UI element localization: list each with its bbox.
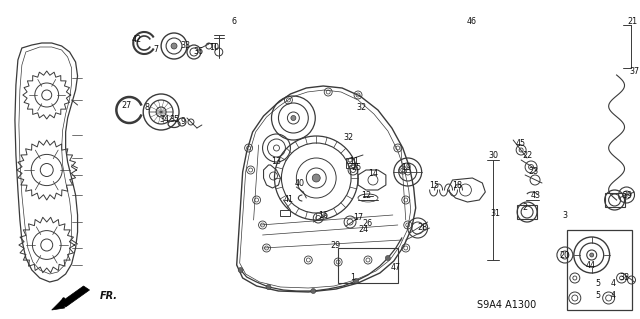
Text: 14: 14 [368, 168, 378, 177]
Text: 26: 26 [362, 219, 372, 228]
Text: 27: 27 [121, 100, 131, 109]
Text: 20: 20 [560, 250, 570, 259]
Text: 24: 24 [358, 226, 368, 234]
Bar [605, 193, 625, 207]
Text: 25: 25 [351, 164, 361, 173]
Text: 10: 10 [209, 43, 219, 53]
Text: 31: 31 [490, 209, 500, 218]
Circle shape [266, 285, 271, 290]
Text: 12: 12 [361, 190, 371, 199]
Text: 6: 6 [231, 18, 236, 26]
Bar [517, 205, 537, 219]
Text: 3: 3 [563, 211, 568, 220]
Text: 33: 33 [180, 41, 190, 50]
Text: 42: 42 [131, 35, 141, 44]
Text: 22: 22 [522, 151, 532, 160]
Text: 4: 4 [611, 292, 616, 300]
Text: 29: 29 [330, 241, 340, 250]
Text: 8: 8 [145, 103, 150, 113]
Circle shape [353, 278, 358, 284]
Text: FR.: FR. [99, 291, 118, 301]
Text: 28: 28 [418, 224, 428, 233]
Text: 23: 23 [528, 167, 538, 176]
Bar [338, 248, 398, 283]
Text: 30: 30 [488, 151, 499, 160]
Text: 35: 35 [169, 115, 179, 124]
Bar [280, 210, 291, 216]
Text: 39: 39 [623, 191, 632, 201]
Text: 15: 15 [429, 181, 440, 189]
Text: 34: 34 [159, 115, 169, 124]
Text: 38: 38 [620, 272, 630, 281]
Circle shape [311, 288, 316, 293]
Text: 36: 36 [194, 48, 204, 56]
Text: 32: 32 [356, 103, 366, 113]
Circle shape [171, 43, 177, 49]
Circle shape [589, 253, 594, 257]
Text: 41: 41 [284, 196, 293, 204]
Bar [346, 163, 354, 168]
Text: 18: 18 [452, 181, 463, 189]
Text: 44: 44 [586, 261, 596, 270]
Text: 5: 5 [595, 279, 600, 288]
Polygon shape [52, 300, 65, 310]
Bar [346, 158, 354, 163]
Text: 9: 9 [180, 117, 186, 127]
Text: 43: 43 [531, 190, 541, 199]
Text: 19: 19 [401, 164, 411, 173]
Circle shape [291, 115, 296, 121]
Text: 5: 5 [595, 292, 600, 300]
Text: 11: 11 [349, 157, 359, 166]
Polygon shape [60, 286, 90, 307]
Text: 7: 7 [154, 46, 159, 55]
Text: 40: 40 [294, 179, 305, 188]
Text: 1: 1 [351, 273, 356, 283]
Text: 4: 4 [611, 279, 616, 288]
Circle shape [385, 256, 390, 261]
Circle shape [238, 268, 243, 272]
Text: 21: 21 [627, 18, 637, 26]
Text: S9A4 A1300: S9A4 A1300 [477, 300, 536, 310]
Bar [567, 230, 632, 310]
Text: 16: 16 [318, 211, 328, 219]
Text: 13: 13 [271, 157, 282, 166]
Text: 32: 32 [343, 133, 353, 143]
Text: 46: 46 [467, 18, 476, 26]
Circle shape [312, 174, 320, 182]
Text: 37: 37 [629, 68, 639, 77]
Text: 2: 2 [522, 204, 527, 212]
Text: 47: 47 [391, 263, 401, 272]
Text: 17: 17 [353, 213, 363, 222]
Text: 45: 45 [516, 138, 526, 147]
